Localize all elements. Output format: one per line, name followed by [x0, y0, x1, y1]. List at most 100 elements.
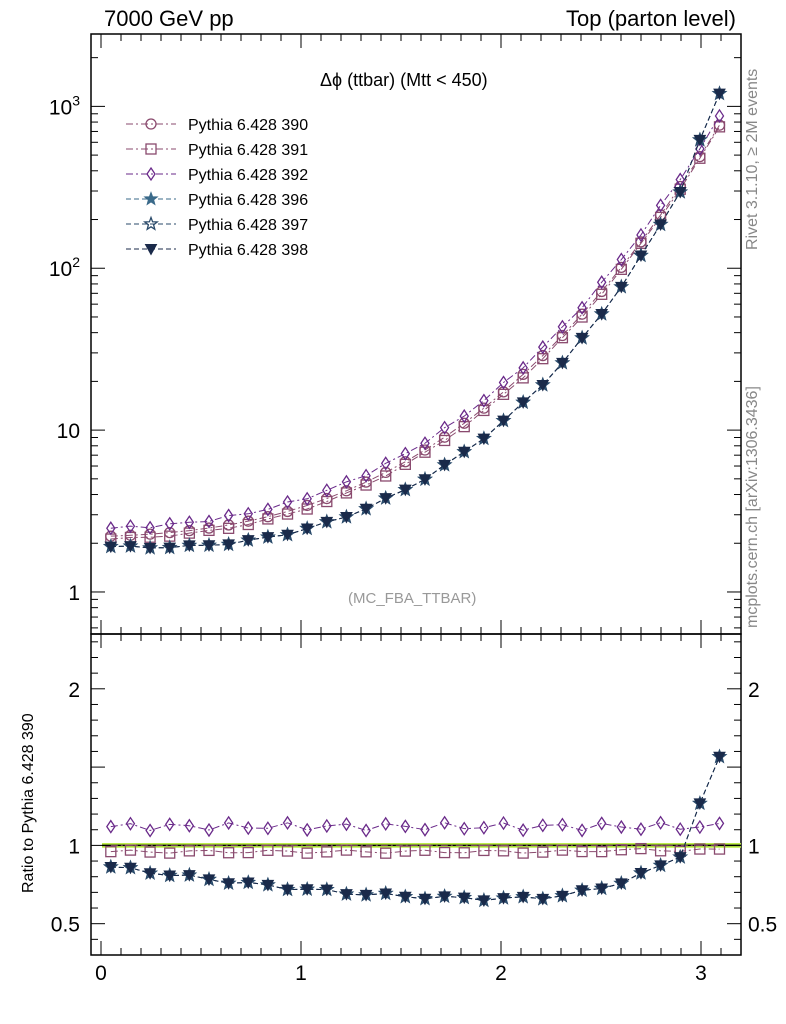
data-point [614, 281, 628, 294]
data-point [282, 815, 293, 831]
data-point [420, 436, 430, 451]
data-point [518, 360, 528, 376]
data-point [104, 862, 118, 874]
data-point [281, 884, 294, 897]
data-point [616, 819, 627, 835]
data-point [477, 895, 491, 907]
data-point [380, 816, 391, 832]
legend-entry-4: Pythia 6.428 397 [126, 215, 308, 234]
data-point [537, 846, 549, 858]
data-point [243, 820, 254, 836]
chart-title: Δϕ (ttbar) (Mtt < 450) [320, 70, 488, 90]
series-ratio-4 [102, 748, 728, 908]
series-main-2 [106, 108, 725, 536]
ratio-tick-label-right: 0.5 [748, 914, 777, 937]
data-point [282, 494, 293, 510]
legend-entry-0: Pythia 6.428 390 [126, 117, 308, 134]
legend-entry-1: Pythia 6.428 391 [126, 142, 308, 159]
data-point [223, 508, 234, 523]
data-point [498, 375, 509, 390]
data-point [536, 893, 550, 906]
data-point [673, 186, 687, 199]
data-point [124, 844, 137, 856]
data-point [538, 339, 548, 355]
data-point [438, 434, 451, 447]
data-point [596, 845, 608, 858]
data-point [261, 879, 275, 892]
data-point [477, 433, 491, 446]
data-point [203, 524, 215, 537]
ratio-tick-label-left: 2 [68, 679, 80, 702]
legend-entry-5: Pythia 6.428 398 [126, 242, 308, 259]
data-point [655, 198, 666, 213]
data-point [145, 118, 157, 130]
data-point [400, 819, 411, 834]
data-point [359, 503, 373, 516]
data-point [438, 846, 451, 859]
data-point [143, 542, 157, 555]
data-point [263, 502, 273, 517]
data-point [438, 459, 451, 472]
data-point [203, 844, 215, 857]
header-process: Top (parton level) [566, 6, 736, 31]
data-point [478, 844, 490, 857]
series-main-5 [104, 88, 726, 555]
data-point [379, 493, 393, 505]
data-point [263, 821, 273, 836]
y-tick-label: 102 [49, 254, 80, 281]
data-point [420, 822, 430, 837]
x-tick-label: 1 [295, 962, 307, 985]
data-point [183, 540, 196, 552]
data-point [497, 845, 510, 857]
ratio-tick-label-left: 0.5 [51, 914, 80, 937]
analysis-reference: (MC_FBA_TTBAR) [348, 590, 477, 607]
data-point [556, 890, 569, 903]
data-point [438, 891, 451, 903]
data-point [204, 514, 214, 529]
data-point [577, 300, 587, 315]
data-point [673, 852, 687, 864]
data-point [516, 397, 530, 409]
data-point [146, 166, 156, 182]
series-main-1 [105, 121, 726, 545]
data-point [143, 215, 159, 231]
legend-label: Pythia 6.428 397 [188, 217, 308, 234]
data-point [340, 889, 353, 901]
series-ratio-1 [105, 842, 726, 859]
legend-label: Pythia 6.428 392 [188, 167, 308, 184]
data-point [242, 846, 254, 859]
data-point [360, 479, 372, 491]
data-point [183, 870, 196, 882]
data-point [360, 846, 372, 858]
data-point [577, 823, 587, 838]
data-point [300, 523, 314, 536]
data-point [557, 319, 568, 334]
data-point [380, 456, 391, 471]
data-point [713, 843, 726, 855]
data-point [222, 878, 235, 890]
data-point [163, 542, 177, 555]
data-point [518, 823, 528, 838]
ratio-series-line [110, 822, 720, 832]
data-point [713, 751, 726, 764]
data-point [380, 847, 392, 859]
data-point [399, 845, 411, 857]
data-point [693, 134, 707, 147]
data-point [261, 532, 275, 544]
data-point [124, 862, 137, 875]
data-point [596, 816, 607, 831]
series-line [110, 93, 720, 549]
legend-label: Pythia 6.428 396 [188, 192, 308, 209]
data-point [556, 844, 569, 856]
data-point [457, 892, 471, 905]
data-point [595, 883, 609, 895]
data-point [241, 877, 255, 889]
data-point [183, 845, 196, 857]
data-point [380, 470, 392, 482]
data-point [262, 513, 274, 525]
data-point [634, 868, 648, 880]
data-point [105, 846, 117, 858]
data-point [634, 250, 648, 263]
data-point [458, 847, 470, 859]
x-tick-label: 3 [695, 962, 707, 985]
